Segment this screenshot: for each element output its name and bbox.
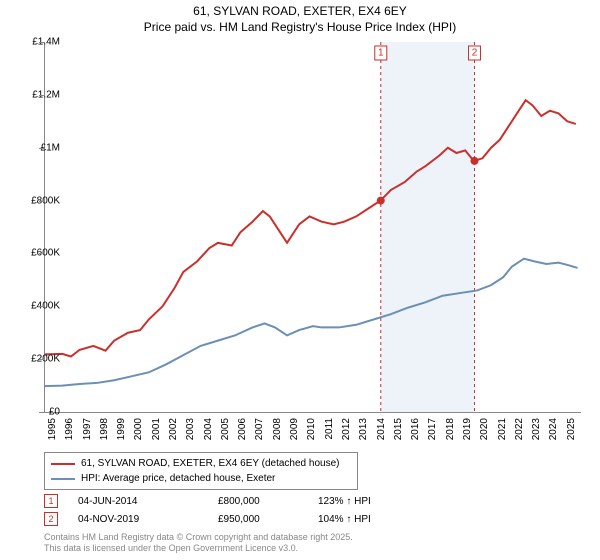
x-tick-label: 2000 [133,418,144,440]
series-property [45,100,576,356]
x-tick-label: 1997 [82,418,93,440]
sale-row: 1 04-JUN-2014£800,000123% ↑ HPI [44,492,438,510]
footer-line2: This data is licensed under the Open Gov… [44,543,353,554]
y-tick-label: £600K [31,248,60,259]
y-tick-label: £1.4M [32,37,60,48]
x-tick-label: 1999 [116,418,127,440]
sale-pct: 104% ↑ HPI [318,514,438,525]
legend-row: HPI: Average price, detached house, Exet… [51,471,351,486]
x-tick-label: 2008 [272,418,283,440]
legend-label: 61, SYLVAN ROAD, EXETER, EX4 6EY (detach… [81,456,339,471]
x-tick-label: 2001 [151,418,162,440]
sale-price: £800,000 [218,496,318,507]
x-tick-label: 2015 [393,418,404,440]
title-block: 61, SYLVAN ROAD, EXETER, EX4 6EY Price p… [0,0,600,35]
x-tick-label: 2014 [376,418,387,440]
x-tick-label: 2007 [254,418,265,440]
x-tick-label: 1998 [99,418,110,440]
legend-row: 61, SYLVAN ROAD, EXETER, EX4 6EY (detach… [51,456,351,471]
series-hpi [45,259,578,386]
y-tick-label: £1.2M [32,89,60,100]
title-line1: 61, SYLVAN ROAD, EXETER, EX4 6EY [0,4,600,20]
x-tick-label: 2011 [324,418,335,440]
x-tick-label: 1996 [64,418,75,440]
sale-date: 04-NOV-2019 [78,514,218,525]
x-tick-label: 2021 [497,418,508,440]
x-tick-label: 2012 [341,418,352,440]
y-tick-label: £400K [31,301,60,312]
x-tick-label: 2005 [220,418,231,440]
x-tick-label: 2002 [168,418,179,440]
x-tick-label: 2023 [531,418,542,440]
chart-container: 61, SYLVAN ROAD, EXETER, EX4 6EY Price p… [0,0,600,560]
sale-pct: 123% ↑ HPI [318,496,438,507]
x-tick-label: 2010 [306,418,317,440]
chart-svg: 12 [45,42,581,412]
x-tick-label: 2006 [237,418,248,440]
chart-area: 12 [44,42,581,413]
y-tick-label: £0 [49,407,60,418]
x-tick-label: 2020 [479,418,490,440]
svg-text:2: 2 [472,48,478,59]
title-line2: Price paid vs. HM Land Registry's House … [0,20,600,36]
sales-block: 1 04-JUN-2014£800,000123% ↑ HPI 2 04-NOV-20… [44,492,438,528]
x-tick-label: 2025 [566,418,577,440]
y-tick-label: £200K [31,354,60,365]
x-tick-label: 2018 [445,418,456,440]
legend-swatch [51,478,75,480]
y-tick-label: £800K [31,195,60,206]
x-tick-label: 2017 [427,418,438,440]
sale-row: 2 04-NOV-2019£950,000104% ↑ HPI [44,510,438,528]
x-tick-label: 2022 [514,418,525,440]
legend-swatch [51,463,75,465]
legend-label: HPI: Average price, detached house, Exet… [81,471,275,486]
sale-date: 04-JUN-2014 [78,496,218,507]
x-tick-label: 1995 [47,418,58,440]
x-tick-label: 2004 [203,418,214,440]
x-tick-label: 2019 [462,418,473,440]
footer-line1: Contains HM Land Registry data © Crown c… [44,532,353,543]
sale-price: £950,000 [218,514,318,525]
legend-box: 61, SYLVAN ROAD, EXETER, EX4 6EY (detach… [44,452,358,490]
x-tick-label: 2013 [358,418,369,440]
x-tick-label: 2003 [185,418,196,440]
svg-text:1: 1 [378,48,384,59]
sale-marker: 1 [44,494,58,508]
x-tick-label: 2009 [289,418,300,440]
footer: Contains HM Land Registry data © Crown c… [44,532,353,554]
x-tick-label: 2024 [548,418,559,440]
sale-marker: 2 [44,512,58,526]
x-tick-label: 2016 [410,418,421,440]
